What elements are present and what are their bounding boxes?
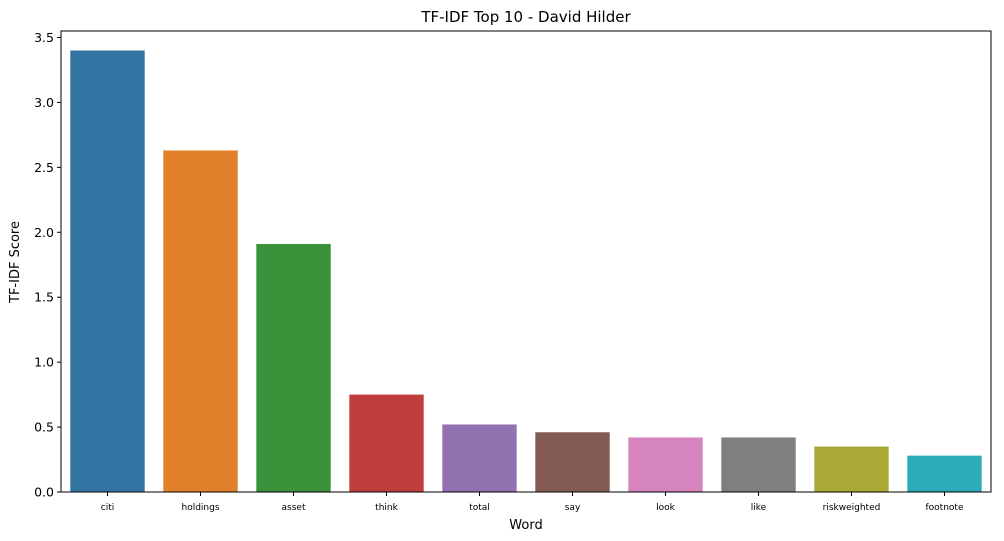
bar-footnote	[907, 455, 982, 492]
x-axis: citi holdings asset think total say look like ri…	[101, 492, 964, 513]
bars-group	[70, 50, 982, 492]
plot-frame	[60, 30, 992, 493]
x-tick-label-riskweighted: riskweighted	[823, 503, 881, 513]
y-tick-label: 1.5	[34, 290, 54, 305]
x-tick-label-look: look	[656, 503, 676, 513]
x-tick-label-holdings: holdings	[181, 503, 219, 513]
y-tick-label: 2.5	[34, 160, 54, 175]
bar-holdings	[163, 150, 238, 492]
x-tick-label-say: say	[565, 503, 581, 513]
chart-title: TF-IDF Top 10 - David Hilder	[420, 8, 631, 26]
bar-look	[628, 437, 703, 492]
bar-say	[535, 432, 610, 492]
y-tick-label: 3.5	[34, 30, 54, 45]
x-tick-label-citi: citi	[101, 503, 114, 513]
bar-like	[721, 437, 796, 492]
x-tick-label-think: think	[375, 503, 398, 513]
bar-total	[442, 424, 517, 492]
y-tick-label: 2.0	[34, 225, 54, 240]
y-tick-label: 3.0	[34, 95, 54, 110]
bar-think	[349, 394, 424, 492]
y-axis: 0.0 0.5 1.0 1.5 2.0 2.5 3.0 3.5	[34, 30, 61, 500]
x-tick-label-total: total	[469, 503, 490, 513]
x-tick-label-like: like	[751, 503, 767, 513]
x-tick-label-asset: asset	[282, 503, 306, 513]
y-tick-label: 0.5	[34, 420, 54, 435]
x-axis-label: Word	[509, 518, 542, 533]
y-tick-label: 0.0	[34, 485, 54, 500]
bar-citi	[70, 50, 145, 492]
bar-riskweighted	[814, 446, 889, 492]
x-tick-label-footnote: footnote	[926, 503, 964, 513]
y-axis-label: TF-IDF Score	[8, 221, 23, 304]
y-tick-label: 1.0	[34, 355, 54, 370]
bar-asset	[256, 243, 331, 492]
